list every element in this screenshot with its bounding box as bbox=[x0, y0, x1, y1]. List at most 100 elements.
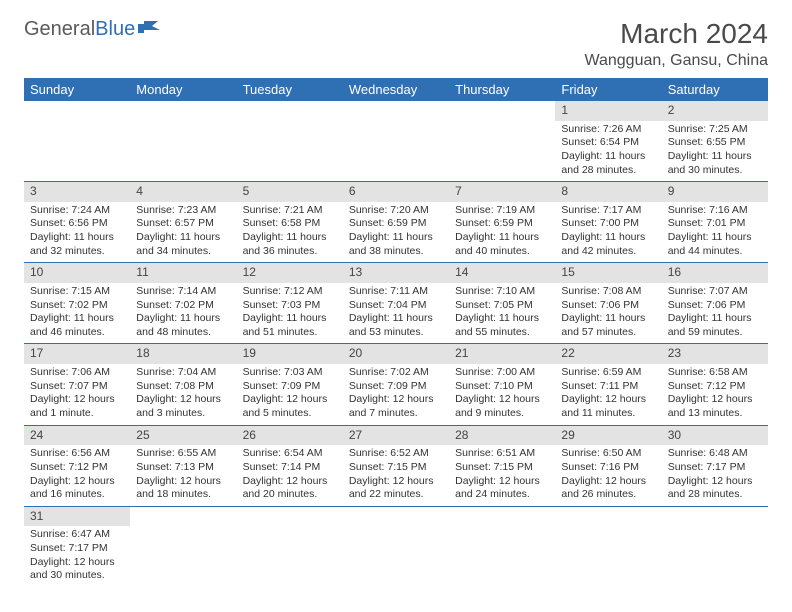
day-details: Sunrise: 6:55 AMSunset: 7:13 PMDaylight:… bbox=[130, 445, 236, 506]
sunrise-line: Sunrise: 6:55 AM bbox=[136, 447, 230, 461]
calendar-day-cell: 15Sunrise: 7:08 AMSunset: 7:06 PMDayligh… bbox=[555, 263, 661, 344]
sunset-line: Sunset: 6:54 PM bbox=[561, 136, 655, 150]
calendar-empty-cell bbox=[343, 101, 449, 182]
day-details: Sunrise: 6:51 AMSunset: 7:15 PMDaylight:… bbox=[449, 445, 555, 506]
day-number: 18 bbox=[130, 344, 236, 364]
calendar-day-cell: 8Sunrise: 7:17 AMSunset: 7:00 PMDaylight… bbox=[555, 182, 661, 263]
calendar-day-cell: 23Sunrise: 6:58 AMSunset: 7:12 PMDayligh… bbox=[662, 344, 768, 425]
day-details: Sunrise: 7:25 AMSunset: 6:55 PMDaylight:… bbox=[662, 121, 768, 182]
sunset-line: Sunset: 7:17 PM bbox=[668, 461, 762, 475]
sunrise-line: Sunrise: 7:04 AM bbox=[136, 366, 230, 380]
daylight-line: Daylight: 11 hours and 30 minutes. bbox=[668, 150, 762, 177]
day-number: 30 bbox=[662, 426, 768, 446]
calendar-day-cell: 14Sunrise: 7:10 AMSunset: 7:05 PMDayligh… bbox=[449, 263, 555, 344]
sunrise-line: Sunrise: 6:54 AM bbox=[243, 447, 337, 461]
calendar-day-cell: 26Sunrise: 6:54 AMSunset: 7:14 PMDayligh… bbox=[237, 425, 343, 506]
daylight-line: Daylight: 12 hours and 9 minutes. bbox=[455, 393, 549, 420]
day-details: Sunrise: 7:17 AMSunset: 7:00 PMDaylight:… bbox=[555, 202, 661, 263]
daylight-line: Daylight: 11 hours and 46 minutes. bbox=[30, 312, 124, 339]
day-details: Sunrise: 6:48 AMSunset: 7:17 PMDaylight:… bbox=[662, 445, 768, 506]
sunrise-line: Sunrise: 7:07 AM bbox=[668, 285, 762, 299]
calendar-day-cell: 4Sunrise: 7:23 AMSunset: 6:57 PMDaylight… bbox=[130, 182, 236, 263]
sunset-line: Sunset: 7:15 PM bbox=[455, 461, 549, 475]
sunset-line: Sunset: 7:03 PM bbox=[243, 299, 337, 313]
sunset-line: Sunset: 6:57 PM bbox=[136, 217, 230, 231]
sunrise-line: Sunrise: 6:58 AM bbox=[668, 366, 762, 380]
location: Wangguan, Gansu, China bbox=[584, 52, 768, 70]
day-details: Sunrise: 7:21 AMSunset: 6:58 PMDaylight:… bbox=[237, 202, 343, 263]
calendar-empty-cell bbox=[343, 506, 449, 587]
sunrise-line: Sunrise: 7:19 AM bbox=[455, 204, 549, 218]
daylight-line: Daylight: 12 hours and 28 minutes. bbox=[668, 475, 762, 502]
sunset-line: Sunset: 7:07 PM bbox=[30, 380, 124, 394]
dayname-header: Friday bbox=[555, 78, 661, 101]
day-details: Sunrise: 7:20 AMSunset: 6:59 PMDaylight:… bbox=[343, 202, 449, 263]
day-number: 29 bbox=[555, 426, 661, 446]
sunset-line: Sunset: 6:56 PM bbox=[30, 217, 124, 231]
sunrise-line: Sunrise: 7:11 AM bbox=[349, 285, 443, 299]
calendar-week-row: 17Sunrise: 7:06 AMSunset: 7:07 PMDayligh… bbox=[24, 344, 768, 425]
calendar-day-cell: 17Sunrise: 7:06 AMSunset: 7:07 PMDayligh… bbox=[24, 344, 130, 425]
calendar-day-cell: 27Sunrise: 6:52 AMSunset: 7:15 PMDayligh… bbox=[343, 425, 449, 506]
day-number: 24 bbox=[24, 426, 130, 446]
dayname-header: Wednesday bbox=[343, 78, 449, 101]
sunset-line: Sunset: 7:09 PM bbox=[243, 380, 337, 394]
daylight-line: Daylight: 11 hours and 34 minutes. bbox=[136, 231, 230, 258]
day-details: Sunrise: 7:12 AMSunset: 7:03 PMDaylight:… bbox=[237, 283, 343, 344]
calendar-day-cell: 3Sunrise: 7:24 AMSunset: 6:56 PMDaylight… bbox=[24, 182, 130, 263]
day-details: Sunrise: 7:24 AMSunset: 6:56 PMDaylight:… bbox=[24, 202, 130, 263]
sunset-line: Sunset: 7:09 PM bbox=[349, 380, 443, 394]
day-number: 25 bbox=[130, 426, 236, 446]
daylight-line: Daylight: 11 hours and 44 minutes. bbox=[668, 231, 762, 258]
sunrise-line: Sunrise: 7:24 AM bbox=[30, 204, 124, 218]
calendar-day-cell: 29Sunrise: 6:50 AMSunset: 7:16 PMDayligh… bbox=[555, 425, 661, 506]
sunset-line: Sunset: 6:59 PM bbox=[349, 217, 443, 231]
daylight-line: Daylight: 12 hours and 20 minutes. bbox=[243, 475, 337, 502]
day-number: 27 bbox=[343, 426, 449, 446]
day-number: 22 bbox=[555, 344, 661, 364]
calendar-day-cell: 24Sunrise: 6:56 AMSunset: 7:12 PMDayligh… bbox=[24, 425, 130, 506]
calendar-empty-cell bbox=[555, 506, 661, 587]
daylight-line: Daylight: 11 hours and 42 minutes. bbox=[561, 231, 655, 258]
day-details: Sunrise: 6:50 AMSunset: 7:16 PMDaylight:… bbox=[555, 445, 661, 506]
day-details: Sunrise: 7:19 AMSunset: 6:59 PMDaylight:… bbox=[449, 202, 555, 263]
day-number: 4 bbox=[130, 182, 236, 202]
daylight-line: Daylight: 11 hours and 36 minutes. bbox=[243, 231, 337, 258]
day-number: 13 bbox=[343, 263, 449, 283]
dayname-header: Saturday bbox=[662, 78, 768, 101]
sunrise-line: Sunrise: 6:47 AM bbox=[30, 528, 124, 542]
dayname-header: Thursday bbox=[449, 78, 555, 101]
sunrise-line: Sunrise: 6:48 AM bbox=[668, 447, 762, 461]
sunset-line: Sunset: 7:06 PM bbox=[668, 299, 762, 313]
daylight-line: Daylight: 11 hours and 51 minutes. bbox=[243, 312, 337, 339]
calendar-day-cell: 18Sunrise: 7:04 AMSunset: 7:08 PMDayligh… bbox=[130, 344, 236, 425]
dayname-header: Sunday bbox=[24, 78, 130, 101]
daylight-line: Daylight: 11 hours and 57 minutes. bbox=[561, 312, 655, 339]
day-details: Sunrise: 6:56 AMSunset: 7:12 PMDaylight:… bbox=[24, 445, 130, 506]
sunset-line: Sunset: 7:16 PM bbox=[561, 461, 655, 475]
calendar-day-cell: 16Sunrise: 7:07 AMSunset: 7:06 PMDayligh… bbox=[662, 263, 768, 344]
day-number: 12 bbox=[237, 263, 343, 283]
day-details: Sunrise: 7:10 AMSunset: 7:05 PMDaylight:… bbox=[449, 283, 555, 344]
title-block: March 2024 Wangguan, Gansu, China bbox=[584, 18, 768, 70]
calendar-empty-cell bbox=[130, 101, 236, 182]
daylight-line: Daylight: 12 hours and 22 minutes. bbox=[349, 475, 443, 502]
sunrise-line: Sunrise: 7:16 AM bbox=[668, 204, 762, 218]
calendar-day-cell: 6Sunrise: 7:20 AMSunset: 6:59 PMDaylight… bbox=[343, 182, 449, 263]
sunset-line: Sunset: 7:05 PM bbox=[455, 299, 549, 313]
sunset-line: Sunset: 7:01 PM bbox=[668, 217, 762, 231]
sunset-line: Sunset: 7:13 PM bbox=[136, 461, 230, 475]
day-number: 15 bbox=[555, 263, 661, 283]
day-number: 9 bbox=[662, 182, 768, 202]
day-number: 6 bbox=[343, 182, 449, 202]
calendar-empty-cell bbox=[662, 506, 768, 587]
sunrise-line: Sunrise: 6:50 AM bbox=[561, 447, 655, 461]
dayname-header: Tuesday bbox=[237, 78, 343, 101]
daylight-line: Daylight: 12 hours and 5 minutes. bbox=[243, 393, 337, 420]
calendar-day-cell: 30Sunrise: 6:48 AMSunset: 7:17 PMDayligh… bbox=[662, 425, 768, 506]
sunset-line: Sunset: 7:08 PM bbox=[136, 380, 230, 394]
sunrise-line: Sunrise: 7:08 AM bbox=[561, 285, 655, 299]
calendar-day-cell: 19Sunrise: 7:03 AMSunset: 7:09 PMDayligh… bbox=[237, 344, 343, 425]
day-number: 31 bbox=[24, 507, 130, 527]
day-details: Sunrise: 7:02 AMSunset: 7:09 PMDaylight:… bbox=[343, 364, 449, 425]
